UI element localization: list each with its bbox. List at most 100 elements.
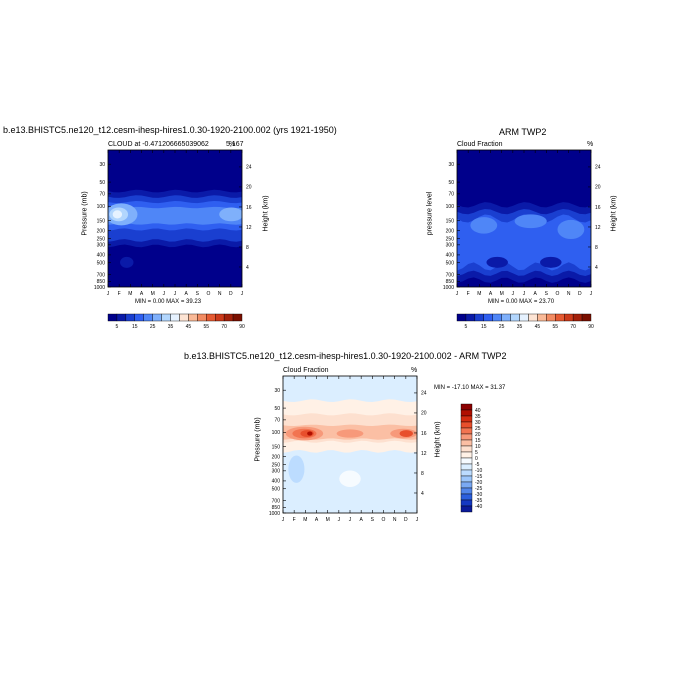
panel2-right-label: %	[587, 141, 594, 148]
y-tick-label: 50	[274, 406, 280, 412]
x-tick-label: J	[174, 291, 177, 297]
colorbar-label: 40	[475, 408, 481, 414]
y-tick-label: 70	[99, 192, 105, 198]
field-contour	[120, 256, 134, 268]
colorbar-label: 0	[475, 456, 478, 462]
x-tick-label: N	[567, 291, 571, 297]
colorbar-swatch	[232, 313, 243, 322]
colorbar-swatch	[460, 421, 473, 429]
x-tick-label: S	[371, 517, 375, 523]
colorbar-label: -35	[475, 498, 482, 504]
x-tick-label: A	[489, 291, 493, 297]
panel1-title: b.e13.BHISTC5.ne120_t12.cesm-ihesp-hires…	[3, 125, 337, 135]
y-tick-label: 150	[446, 218, 455, 224]
colorbar-swatch	[456, 313, 467, 322]
x-tick-label: A	[140, 291, 144, 297]
colorbar-swatch	[460, 505, 473, 513]
x-tick-label: N	[393, 517, 397, 523]
x-tick-label: O	[556, 291, 560, 297]
field-contour	[108, 206, 242, 225]
y2-tick-label: 16	[595, 205, 601, 211]
colorbar-abs-2: 5 15 25 35 45 55 70 90	[456, 313, 594, 330]
y-tick-label: 400	[97, 253, 106, 259]
x-tick-label: F	[118, 291, 121, 297]
colorbar-swatch	[143, 313, 153, 322]
y-tick-label: 1000	[443, 285, 454, 291]
x-tick-label: M	[151, 291, 155, 297]
y-tick-label: 100	[446, 204, 455, 210]
colorbar-abs-1: 5 15 25 35 45 55 70 90	[107, 313, 245, 330]
colorbar-swatch	[116, 313, 127, 322]
colorbar-label: 10	[475, 444, 481, 450]
x-tick-label: M	[303, 517, 307, 523]
colorbar-label: 15	[475, 438, 481, 444]
y-tick-label: 1000	[269, 511, 280, 517]
y-tick-label: 500	[446, 261, 455, 267]
colorbar-swatch	[206, 313, 216, 322]
y2-tick-label: 24	[595, 165, 601, 171]
colorbar-swatch	[519, 313, 529, 322]
colorbar-swatch	[555, 313, 565, 322]
x-tick-label: D	[404, 517, 408, 523]
y2-tick-label: 24	[421, 391, 427, 397]
field-contour	[219, 207, 242, 222]
colorbar-swatch	[492, 313, 502, 322]
colorbar-swatch	[460, 475, 473, 483]
y2-tick-label: 8	[421, 471, 424, 477]
x-tick-label: A	[315, 517, 319, 523]
panel2-stats: MIN = 0.00 MAX = 23.70	[488, 299, 555, 305]
colorbar-swatch	[460, 451, 473, 459]
colorbar-swatch	[188, 313, 198, 322]
colorbar-label: 70	[221, 324, 227, 330]
y-tick-label: 250	[97, 236, 106, 242]
colorbar-label: 70	[570, 324, 576, 330]
colorbar-swatch	[460, 481, 473, 489]
colorbar-swatch	[537, 313, 547, 322]
y2-tick-label: 12	[595, 225, 601, 231]
y2-tick-label: 4	[595, 265, 598, 271]
colorbar-label: -20	[475, 480, 482, 486]
x-tick-label: M	[500, 291, 504, 297]
x-tick-label: M	[477, 291, 481, 297]
colorbar-swatch	[572, 313, 583, 322]
colorbar-label: 25	[475, 426, 481, 432]
colorbar-swatch	[460, 463, 473, 471]
colorbar-swatch	[474, 313, 485, 322]
colorbar-label: 55	[552, 324, 558, 330]
y-tick-label: 250	[272, 462, 281, 468]
x-tick-label: F	[467, 291, 470, 297]
y-tick-label: 700	[97, 272, 106, 278]
colorbar-label: 45	[535, 324, 541, 330]
y2-tick-label: 4	[246, 265, 249, 271]
x-tick-label: J	[338, 517, 341, 523]
x-tick-label: O	[207, 291, 211, 297]
y2-tick-label: 16	[421, 431, 427, 437]
colorbar-swatch	[483, 313, 493, 322]
y2-tick-label: 4	[421, 491, 424, 497]
panel3-title: b.e13.BHISTC5.ne120_t12.cesm-ihesp-hires…	[184, 351, 507, 361]
y-tick-label: 200	[97, 228, 106, 234]
colorbar-label: -30	[475, 492, 482, 498]
y-tick-label: 100	[97, 204, 106, 210]
x-tick-label: J	[241, 291, 244, 297]
colorbar-swatch	[581, 313, 592, 322]
x-tick-label: J	[416, 517, 419, 523]
y2-tick-label: 12	[246, 225, 252, 231]
x-tick-label: J	[282, 517, 285, 523]
colorbar-swatch	[460, 469, 473, 477]
panel3-field	[283, 376, 417, 513]
y-tick-label: 200	[446, 228, 455, 234]
colorbar-label: 20	[475, 432, 481, 438]
colorbar-swatch	[214, 313, 225, 322]
field-contour	[399, 430, 413, 437]
colorbar-label: -10	[475, 468, 482, 474]
colorbar-swatch	[510, 313, 520, 322]
panel2-title: ARM TWP2	[499, 127, 547, 137]
x-tick-label: D	[578, 291, 582, 297]
x-tick-label: D	[229, 291, 233, 297]
